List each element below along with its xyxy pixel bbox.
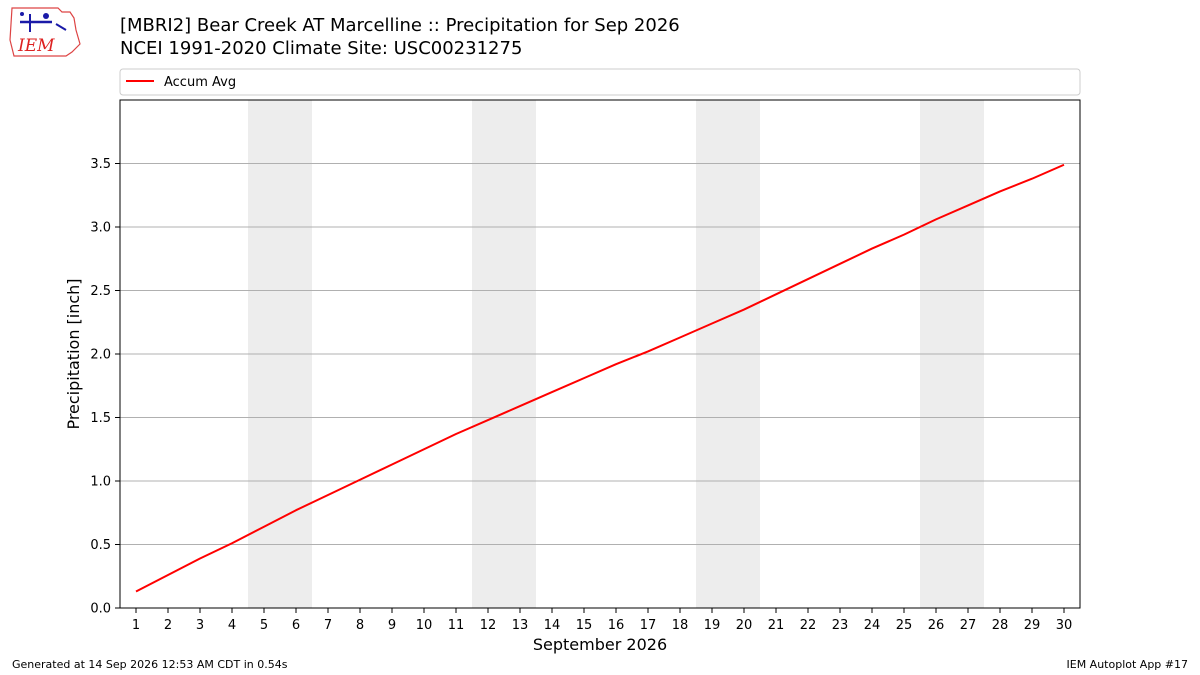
x-tick-label: 14 [544, 618, 561, 633]
y-axis: 0.0 0.5 1.0 1.5 2.0 2.5 3.0 3.5 [90, 157, 120, 617]
x-tick-label: 21 [768, 618, 785, 633]
x-tick-label: 17 [640, 618, 657, 633]
x-tick-label: 23 [832, 618, 849, 633]
x-tick-label: 26 [928, 618, 945, 633]
x-tick-label: 4 [228, 618, 236, 633]
x-tick-label: 6 [292, 618, 300, 633]
y-tick-label: 0.5 [90, 538, 111, 553]
y-tick-label: 3.5 [90, 157, 111, 172]
x-tick-label: 11 [448, 618, 465, 633]
x-tick-label: 25 [896, 618, 913, 633]
x-tick-label: 2 [164, 618, 172, 633]
x-tick-label: 7 [324, 618, 332, 633]
x-tick-label: 27 [960, 618, 977, 633]
x-tick-label: 22 [800, 618, 817, 633]
x-tick-label: 24 [864, 618, 881, 633]
x-tick-label: 30 [1056, 618, 1073, 633]
x-tick-label: 10 [416, 618, 433, 633]
x-tick-label: 12 [480, 618, 497, 633]
series-lines [135, 163, 1065, 593]
x-axis-label: September 2026 [533, 635, 667, 654]
y-tick-label: 0.0 [90, 602, 111, 617]
x-tick-label: 9 [388, 618, 396, 633]
chart-title: [MBRI2] Bear Creek AT Marcelline :: Prec… [120, 15, 680, 36]
x-tick-label: 28 [992, 618, 1009, 633]
x-tick-label: 13 [512, 618, 529, 633]
x-axis: 1 2 3 4 5 6 7 8 9 10 11 12 13 14 15 16 17 18 19 20 21 22 23 24 2… [132, 608, 1072, 633]
y-tick-label: 1.0 [90, 475, 111, 490]
x-tick-label: 8 [356, 618, 364, 633]
x-tick-label: 15 [576, 618, 593, 633]
x-tick-label: 19 [704, 618, 721, 633]
y-tick-label: 2.5 [90, 284, 111, 299]
x-tick-label: 5 [260, 618, 268, 633]
iem-logo: IEM [9, 7, 81, 57]
app-credit: IEM Autoplot App #17 [1066, 658, 1189, 671]
y-tick-label: 3.0 [90, 221, 111, 236]
y-tick-label: 1.5 [90, 411, 111, 426]
legend-label-accum-avg: Accum Avg [164, 75, 236, 90]
legend: Accum Avg [119, 68, 1081, 96]
iem-logo-text: IEM [17, 36, 55, 56]
x-tick-label: 3 [196, 618, 204, 633]
x-tick-label: 18 [672, 618, 689, 633]
x-tick-label: 1 [132, 618, 140, 633]
y-tick-label: 2.0 [90, 348, 111, 363]
x-tick-label: 29 [1024, 618, 1041, 633]
x-tick-label: 16 [608, 618, 625, 633]
y-axis-label: Precipitation [inch] [64, 278, 83, 429]
x-tick-label: 20 [736, 618, 753, 633]
chart-subtitle: NCEI 1991-2020 Climate Site: USC00231275 [120, 38, 522, 59]
generated-timestamp: Generated at 14 Sep 2026 12:53 AM CDT in… [12, 658, 288, 671]
series-line-accum-avg [135, 163, 1065, 593]
